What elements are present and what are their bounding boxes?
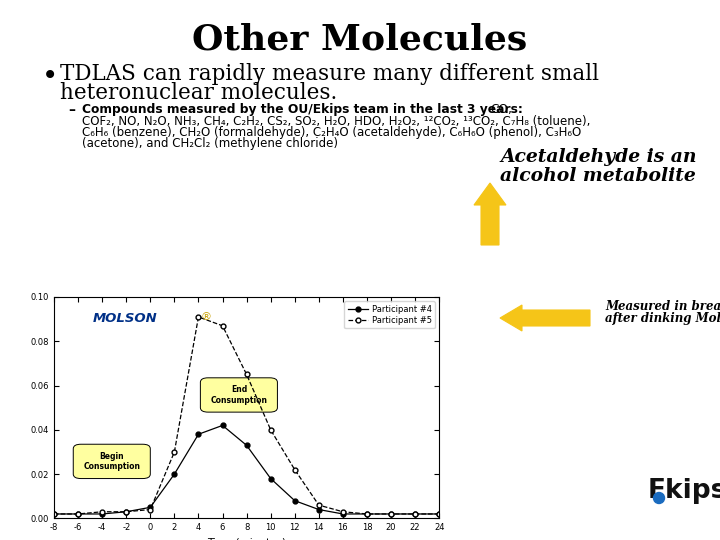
Participant #5	[242, 372, 251, 378]
Participant #4	[122, 509, 130, 515]
Participant #4	[315, 507, 323, 513]
FancyArrow shape	[500, 305, 590, 331]
FancyBboxPatch shape	[200, 378, 277, 412]
Participant #5	[338, 509, 347, 515]
Participant #4	[146, 504, 155, 511]
Text: Measured in breath during and: Measured in breath during and	[605, 300, 720, 313]
Text: CO,: CO,	[490, 103, 512, 116]
Text: Ekips: Ekips	[648, 478, 720, 504]
Participant #5	[315, 502, 323, 508]
Participant #5	[170, 449, 179, 455]
Participant #4	[242, 442, 251, 449]
Participant #5	[50, 511, 58, 517]
Text: alcohol metabolite: alcohol metabolite	[500, 167, 696, 185]
Participant #4	[218, 422, 227, 429]
Text: C₆H₆ (benzene), CH₂O (formaldehyde), C₂H₄O (acetaldehyde), C₆H₆O (phenol), C₃H₆O: C₆H₆ (benzene), CH₂O (formaldehyde), C₂H…	[82, 126, 581, 139]
Text: Other Molecules: Other Molecules	[192, 22, 528, 56]
Participant #5	[73, 511, 82, 517]
Participant #5	[122, 509, 130, 515]
Text: Begin
Consumption: Begin Consumption	[84, 451, 140, 471]
Text: Compounds measured by the OU/Ekips team in the last 3 years:: Compounds measured by the OU/Ekips team …	[82, 103, 523, 116]
Circle shape	[654, 492, 665, 503]
Participant #5	[411, 511, 420, 517]
Participant #5	[435, 511, 444, 517]
Text: (acetone), and CH₂Cl₂ (methylene chloride): (acetone), and CH₂Cl₂ (methylene chlorid…	[82, 137, 338, 150]
Participant #5	[266, 427, 275, 433]
Text: Acetaldehyde is an: Acetaldehyde is an	[500, 148, 696, 166]
FancyArrow shape	[474, 183, 506, 245]
X-axis label: Time (minutes): Time (minutes)	[207, 538, 286, 540]
Text: COF₂, NO, N₂O, NH₃, CH₄, C₂H₂, CS₂, SO₂, H₂O, HDO, H₂O₂, ¹²CO₂, ¹³CO₂, C₇H₈ (tol: COF₂, NO, N₂O, NH₃, CH₄, C₂H₂, CS₂, SO₂,…	[82, 115, 590, 128]
Participant #4	[290, 497, 299, 504]
FancyBboxPatch shape	[73, 444, 150, 478]
Participant #4	[194, 431, 203, 437]
Line: Participant #5: Participant #5	[52, 314, 441, 516]
Text: TDLAS can rapidly measure many different small: TDLAS can rapidly measure many different…	[60, 63, 599, 85]
Participant #4	[435, 511, 444, 517]
Participant #4	[170, 471, 179, 477]
Participant #5	[387, 511, 395, 517]
Line: Participant #4: Participant #4	[52, 423, 441, 516]
Participant #5	[194, 314, 203, 320]
Participant #5	[290, 467, 299, 473]
Participant #4	[73, 511, 82, 517]
Text: ®: ®	[200, 313, 212, 322]
Participant #4	[338, 511, 347, 517]
Text: heteronuclear molecules.: heteronuclear molecules.	[60, 82, 337, 104]
Participant #5	[363, 511, 372, 517]
Participant #4	[266, 475, 275, 482]
Text: End
Consumption: End Consumption	[210, 385, 267, 404]
Text: –: –	[68, 103, 75, 117]
Participant #5	[218, 322, 227, 329]
Legend: Participant #4, Participant #5: Participant #4, Participant #5	[344, 301, 435, 328]
Participant #5	[98, 509, 107, 515]
Participant #4	[363, 511, 372, 517]
Participant #5	[146, 507, 155, 513]
Participant #4	[411, 511, 420, 517]
Text: after dinking Molson Golden™: after dinking Molson Golden™	[605, 312, 720, 325]
Participant #4	[98, 511, 107, 517]
Participant #4	[387, 511, 395, 517]
Text: MOLSON: MOLSON	[93, 313, 157, 326]
Text: •: •	[42, 64, 58, 91]
Participant #4	[50, 511, 58, 517]
